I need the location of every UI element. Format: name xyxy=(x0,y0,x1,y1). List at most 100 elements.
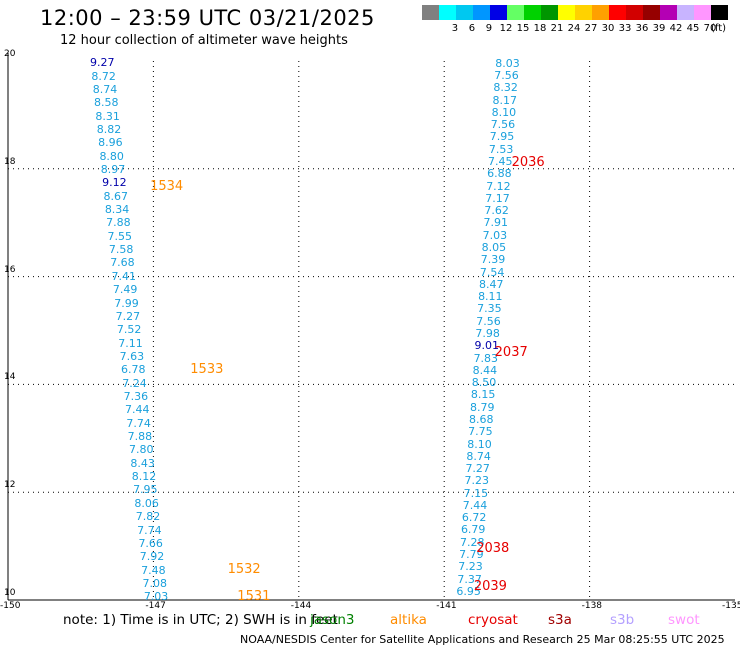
wave-height-value: 7.58 xyxy=(108,243,134,257)
wave-height-value: 7.28 xyxy=(460,535,485,549)
lat-tick-label: 18 xyxy=(4,156,16,167)
scale-label: 33 xyxy=(618,23,632,34)
wave-height-value: 9.27 xyxy=(90,56,115,70)
wave-height-value: 8.74 xyxy=(466,449,491,463)
orbit-number-label: 2036 xyxy=(511,155,545,171)
lon-tick-label: -144 xyxy=(290,601,312,611)
map-title: 12:00 – 23:59 UTC 03/21/2025 xyxy=(40,6,375,30)
wave-height-value: 7.45 xyxy=(487,154,513,168)
scale-label: 12 xyxy=(499,23,513,34)
wave-height-value: 8.67 xyxy=(103,189,128,203)
scale-swatch xyxy=(490,5,507,20)
wave-height-value: 7.79 xyxy=(459,548,484,562)
legend-item-jason3: jason3 xyxy=(310,612,355,628)
wave-height-value: 8.43 xyxy=(130,456,155,470)
orbit-number-label: 1534 xyxy=(150,179,184,195)
lon-tick-label: -147 xyxy=(145,601,166,611)
wave-height-value: 8.06 xyxy=(134,496,159,510)
wave-height-value: 8.96 xyxy=(98,136,123,150)
legend-item-cryosat: cryosat xyxy=(468,612,518,628)
scale-label: 6 xyxy=(468,23,476,34)
wave-height-value: 8.74 xyxy=(92,82,118,96)
legend-item-s3b: s3b xyxy=(610,612,635,628)
wave-height-value: 7.52 xyxy=(116,323,142,337)
wave-height-value: 7.11 xyxy=(118,336,143,350)
wave-height-value: 7.44 xyxy=(124,403,150,417)
lat-tick-label: 12 xyxy=(4,480,16,491)
note-text: note: 1) Time is in UTC; 2) SWH is in fe… xyxy=(63,612,338,628)
wave-height-value: 7.49 xyxy=(112,283,138,297)
lat-tick-label: 20 xyxy=(4,49,16,59)
scale-swatch xyxy=(541,5,558,20)
wave-height-value: 7.23 xyxy=(464,474,490,488)
wave-height-value: 7.54 xyxy=(479,265,505,279)
wave-height-value: 8.17 xyxy=(492,93,518,107)
wave-height-value: 6.78 xyxy=(120,363,146,377)
wave-height-value: 7.36 xyxy=(123,389,149,403)
wave-height-value: 8.72 xyxy=(91,69,116,83)
wave-height-value: 8.68 xyxy=(469,412,494,426)
lon-tick-label: -138 xyxy=(581,601,603,611)
wave-height-value: 7.91 xyxy=(483,216,508,230)
wave-height-value: 9.12 xyxy=(102,176,127,190)
scale-swatch xyxy=(422,5,439,20)
scale-swatch xyxy=(575,5,592,20)
wave-height-value: 7.27 xyxy=(115,309,141,323)
orbit-number-label: 2039 xyxy=(473,579,507,595)
scale-swatch xyxy=(456,5,473,20)
legend-item-s3a: s3a xyxy=(548,612,572,628)
wave-height-value: 7.15 xyxy=(463,486,489,500)
wave-height-value: 7.66 xyxy=(138,536,163,550)
scale-label: 3 xyxy=(451,23,459,34)
legend-item-swot: swot xyxy=(668,612,700,628)
wave-height-value: 6.95 xyxy=(456,584,481,598)
wave-height-value: 8.12 xyxy=(131,470,157,484)
orbit-number-label: 1533 xyxy=(190,362,224,378)
scale-label: 36 xyxy=(635,23,649,34)
footer-credit: NOAA/NESDIS Center for Satellite Applica… xyxy=(240,633,725,646)
scale-label: 24 xyxy=(567,23,581,34)
wave-height-value: 8.97 xyxy=(100,162,126,176)
wave-height-value: 8.03 xyxy=(495,56,520,70)
scale-swatch xyxy=(660,5,677,20)
wave-height-value: 7.03 xyxy=(482,228,508,242)
scale-label: 9 xyxy=(485,23,493,34)
wave-height-value: 7.95 xyxy=(489,130,515,144)
wave-height-value: 7.92 xyxy=(139,550,165,564)
scale-label: 15 xyxy=(516,23,530,34)
wave-height-value: 8.15 xyxy=(470,388,496,402)
scale-swatch xyxy=(473,5,490,20)
scale-swatch xyxy=(643,5,660,20)
lon-tick-label: -135 xyxy=(722,601,740,611)
scale-swatch xyxy=(507,5,524,20)
wave-height-value: 7.23 xyxy=(458,560,483,574)
scale-label: 39 xyxy=(652,23,666,34)
wave-height-value: 6.72 xyxy=(461,511,487,525)
wave-height-value: 7.62 xyxy=(484,204,509,218)
wave-height-value: 7.74 xyxy=(126,416,151,430)
wave-height-value: 8.58 xyxy=(94,96,119,110)
wave-height-value: 7.56 xyxy=(490,118,516,132)
orbit-number-label: 1532 xyxy=(227,561,261,577)
wave-height-value: 9.01 xyxy=(474,339,499,353)
wave-height-value: 7.27 xyxy=(465,462,490,476)
scale-label: 27 xyxy=(584,23,598,34)
orbit-number-label: 2038 xyxy=(476,540,510,556)
scale-swatch xyxy=(524,5,541,20)
scale-swatch xyxy=(694,5,711,20)
wave-height-value: 7.80 xyxy=(129,443,154,457)
wave-height-value: 8.47 xyxy=(478,277,504,291)
wave-height-value: 6.88 xyxy=(487,167,512,181)
wave-height-value: 7.39 xyxy=(480,253,506,267)
scale-swatch xyxy=(626,5,643,20)
scale-label: 70 xyxy=(703,23,717,34)
wave-height-value: 8.82 xyxy=(96,122,122,136)
scale-swatch xyxy=(677,5,694,20)
wave-height-value: 7.88 xyxy=(106,216,131,230)
wave-height-value: 7.88 xyxy=(127,430,153,444)
wave-height-value: 7.37 xyxy=(457,572,482,586)
wave-height-value: 7.99 xyxy=(114,296,139,310)
lat-tick-label: 10 xyxy=(4,588,16,598)
